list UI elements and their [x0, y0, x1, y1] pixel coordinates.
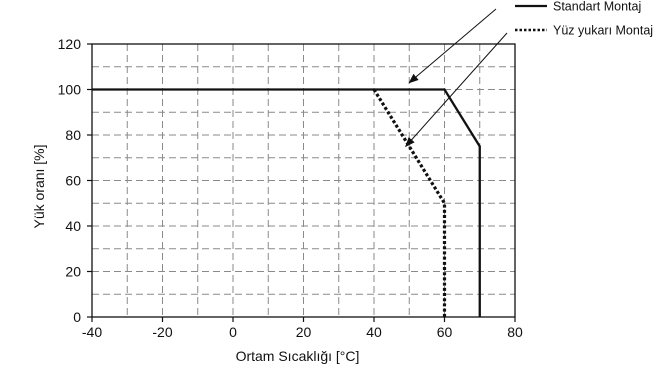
x-tick-label: 80 [507, 324, 523, 340]
y-tick-label: 60 [65, 173, 81, 189]
series-line-2 [372, 88, 447, 317]
x-tick-label: 40 [366, 324, 382, 340]
x-tick-label: -20 [152, 324, 172, 340]
x-tick-label: 0 [229, 324, 237, 340]
series-lines [92, 88, 481, 317]
x-tick-label: 60 [437, 324, 453, 340]
callout-arrow-1 [408, 8, 497, 84]
grid [92, 44, 515, 317]
x-axis-title: Ortam Sıcaklığı [°C] [236, 348, 360, 364]
y-tick-label: 0 [73, 309, 81, 325]
x-tick-label: 20 [296, 324, 312, 340]
y-tick-labels: 0 20 40 60 80 100 120 [58, 36, 82, 325]
legend-label-2: Yüz yukarı Montaj [553, 24, 653, 38]
series-line-1 [92, 88, 481, 317]
y-tick-label: 100 [58, 82, 82, 98]
tick-marks [87, 43, 516, 322]
y-tick-label: 20 [65, 264, 81, 280]
x-tick-labels: -40 -20 0 20 40 60 80 [82, 324, 523, 340]
callout-arrow-2 [405, 32, 508, 148]
legend-label-1: Standart Montaj [553, 0, 641, 14]
x-tick-label: -40 [82, 324, 102, 340]
legend-callout-arrows [405, 8, 508, 148]
y-tick-label: 120 [58, 36, 82, 52]
legend: Standart Montaj Yüz yukarı Montaj [515, 0, 653, 38]
y-tick-label: 40 [65, 218, 81, 234]
y-axis-title: Yük oranı [%] [31, 144, 47, 228]
y-tick-label: 80 [65, 127, 81, 143]
